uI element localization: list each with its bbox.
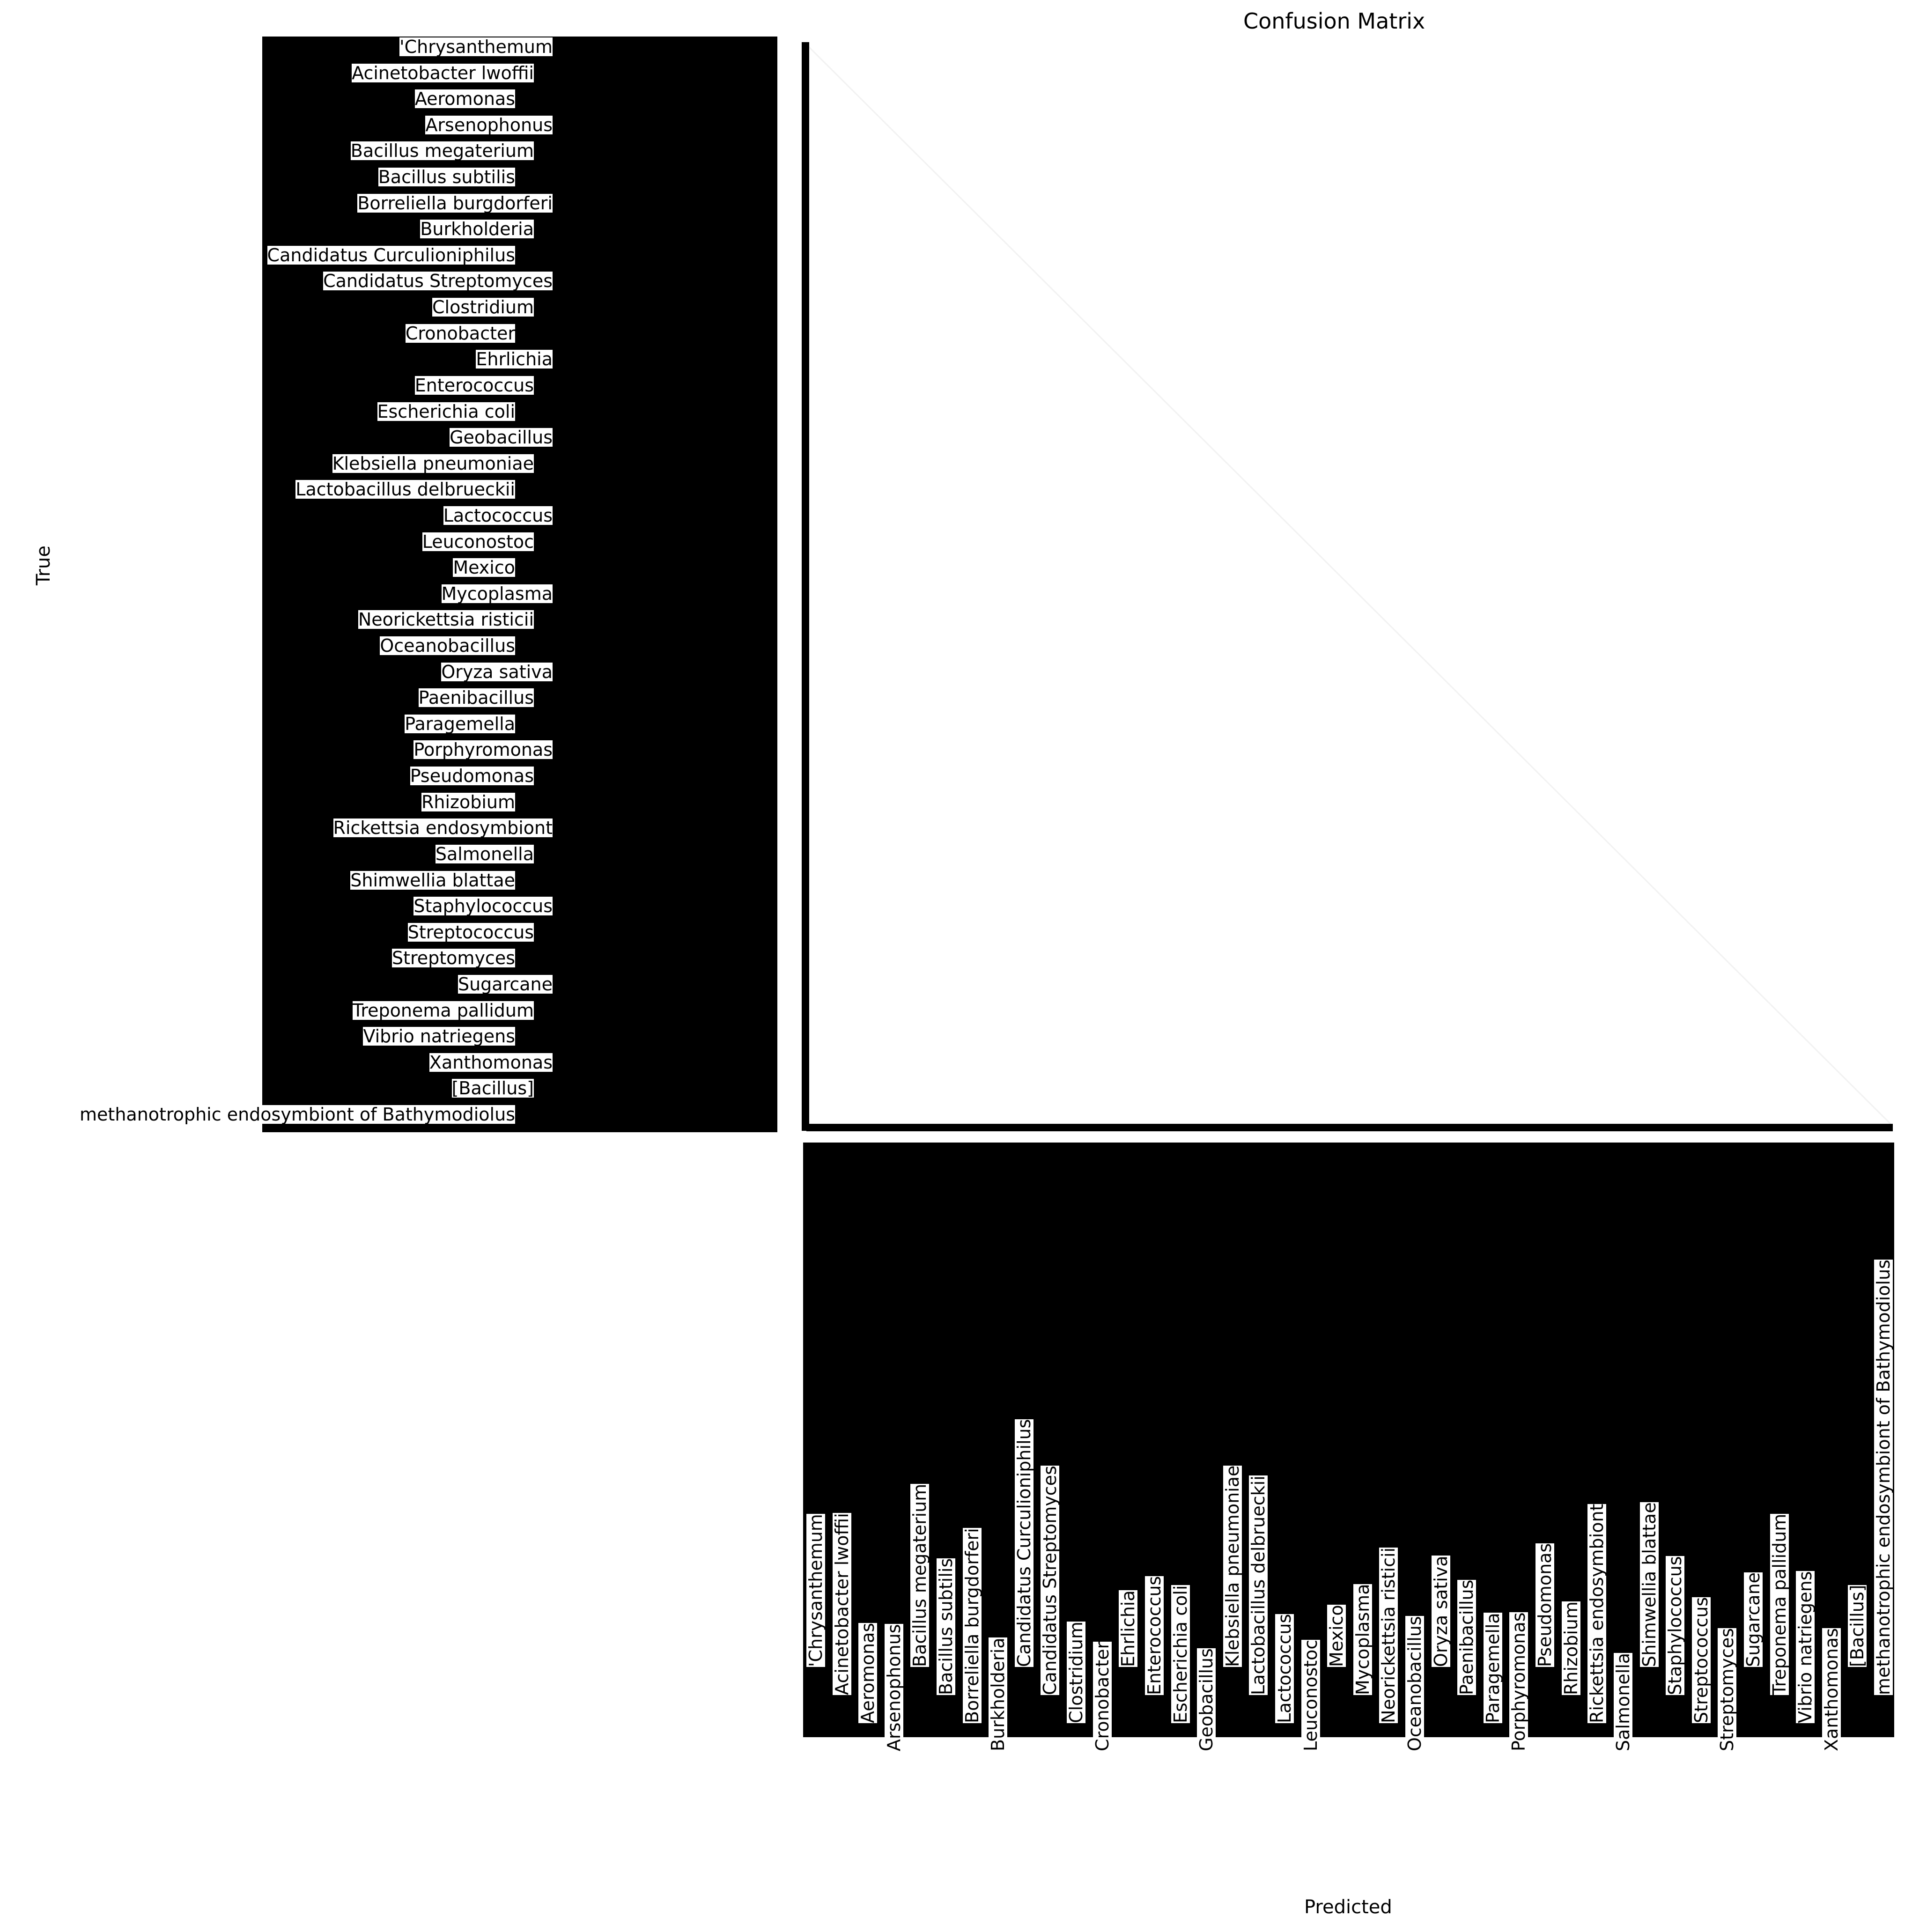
y-tick-label: Shimwellia blattae bbox=[350, 870, 515, 891]
x-tick-label: Cronobacter bbox=[1092, 1641, 1113, 1751]
x-tick-label: Sugarcane bbox=[1742, 1572, 1764, 1667]
x-tick-label: Mexico bbox=[1326, 1605, 1347, 1667]
y-tick-label: Streptomyces bbox=[391, 948, 515, 969]
y-tick-label: Acinetobacter lwoffii bbox=[352, 62, 534, 83]
x-tick-label: Leuconostoc bbox=[1300, 1639, 1321, 1751]
y-tick-label: Paenibacillus bbox=[418, 687, 534, 708]
y-tick-label: Klebsiella pneumoniae bbox=[332, 453, 534, 474]
x-tick-label: methanotrophic endosymbiont of Bathymodi… bbox=[1873, 1260, 1894, 1695]
y-tick-label: Leuconostoc bbox=[422, 531, 534, 552]
y-tick-label: Escherichia coli bbox=[377, 401, 515, 422]
y-tick-label: Neorickettsia risticii bbox=[358, 609, 534, 630]
x-tick-label: Rhizobium bbox=[1560, 1601, 1581, 1695]
x-tick-label: [Bacillus] bbox=[1847, 1585, 1868, 1667]
y-tick-label: Bacillus megaterium bbox=[350, 140, 534, 162]
x-tick-label: Ehrlichia bbox=[1118, 1590, 1139, 1667]
x-tick-label: Geobacillus bbox=[1196, 1648, 1217, 1751]
x-tick-label: 'Chrysanthemum bbox=[805, 1514, 826, 1667]
x-tick-label: Arsenophonus bbox=[883, 1624, 904, 1751]
y-tick-label: Staphylococcus bbox=[413, 896, 553, 917]
y-tick-label: Vibrio natriegens bbox=[363, 1026, 515, 1047]
y-tick-label: Aeromonas bbox=[414, 88, 515, 110]
y-tick-label: Lactobacillus delbrueckii bbox=[295, 479, 515, 500]
x-tick-label: Oryza sativa bbox=[1430, 1556, 1451, 1667]
y-tick-label: Oryza sativa bbox=[441, 661, 553, 682]
y-tick-label: Salmonella bbox=[435, 843, 534, 864]
x-tick-label: Porphyromonas bbox=[1508, 1612, 1529, 1751]
y-tick-label: Streptococcus bbox=[407, 922, 534, 943]
y-tick-label: Clostridium bbox=[432, 297, 534, 318]
x-tick-label: Oceanobacillus bbox=[1404, 1616, 1425, 1751]
x-axis-ticks-edge bbox=[806, 1124, 1893, 1131]
y-tick-label: Arsenophonus bbox=[425, 114, 553, 135]
x-tick-label: Streptococcus bbox=[1691, 1597, 1712, 1723]
x-tick-label: Neorickettsia risticii bbox=[1378, 1547, 1399, 1723]
y-axis-label: True bbox=[33, 546, 54, 585]
x-tick-label: Rickettsia endosymbiont bbox=[1587, 1504, 1608, 1723]
y-tick-label: methanotrophic endosymbiont of Bathymodi… bbox=[80, 1104, 515, 1125]
x-tick-label: Staphylococcus bbox=[1665, 1556, 1686, 1695]
x-tick-label: Aeromonas bbox=[857, 1622, 878, 1723]
y-tick-label: Cronobacter bbox=[405, 323, 515, 344]
x-tick-label: Candidatus Streptomyces bbox=[1040, 1466, 1061, 1695]
x-tick-label: Lactobacillus delbrueckii bbox=[1248, 1475, 1269, 1695]
x-tick-label: Clostridium bbox=[1066, 1622, 1087, 1723]
x-tick-label: Lactococcus bbox=[1274, 1614, 1295, 1723]
y-tick-label: Borreliella burgdorferi bbox=[357, 192, 553, 214]
x-tick-label: Paenibacillus bbox=[1456, 1579, 1477, 1695]
x-tick-label: Vibrio natriegens bbox=[1795, 1571, 1816, 1723]
y-tick-label: Lactococcus bbox=[443, 505, 553, 526]
y-tick-label: Geobacillus bbox=[450, 427, 553, 448]
x-tick-label: Escherichia coli bbox=[1170, 1585, 1191, 1723]
y-tick-label: Porphyromonas bbox=[413, 739, 553, 760]
x-tick-label: Pseudomonas bbox=[1535, 1543, 1556, 1667]
y-tick-label: Ehrlichia bbox=[476, 349, 553, 370]
x-tick-label: Klebsiella pneumoniae bbox=[1222, 1465, 1243, 1667]
y-tick-label: Xanthomonas bbox=[429, 1052, 553, 1073]
y-tick-label: Paragemella bbox=[405, 713, 515, 734]
y-tick-label: Rickettsia endosymbiont bbox=[333, 818, 553, 839]
x-tick-label: Acinetobacter lwoffii bbox=[831, 1513, 852, 1695]
y-tick-label: Candidatus Curculioniphilus bbox=[267, 244, 515, 265]
x-tick-label: Salmonella bbox=[1612, 1652, 1633, 1751]
x-tick-label: Bacillus subtilis bbox=[936, 1558, 957, 1695]
x-tick-label: Streptomyces bbox=[1717, 1628, 1738, 1751]
y-tick-label: Pseudomonas bbox=[410, 766, 534, 787]
x-tick-label: Borreliella burgdorferi bbox=[961, 1528, 982, 1723]
chart-title: Confusion Matrix bbox=[1243, 8, 1425, 34]
x-tick-label: Shimwellia blattae bbox=[1639, 1502, 1660, 1667]
x-tick-label: Treponema pallidum bbox=[1769, 1513, 1790, 1695]
y-tick-label: 'Chrysanthemum bbox=[399, 37, 553, 57]
x-axis-label: Predicted bbox=[1304, 1896, 1392, 1918]
y-tick-label: Enterococcus bbox=[414, 375, 534, 396]
y-tick-label: Candidatus Streptomyces bbox=[323, 271, 553, 292]
x-tick-label: Paragemella bbox=[1482, 1613, 1503, 1723]
diagonal-cells bbox=[805, 44, 1894, 1127]
y-tick-label: Oceanobacillus bbox=[380, 635, 515, 656]
x-tick-label: Burkholderia bbox=[988, 1637, 1009, 1751]
y-tick-label: Bacillus subtilis bbox=[378, 167, 515, 188]
y-tick-label: Mexico bbox=[453, 557, 515, 578]
y-tick-label: Treponema pallidum bbox=[352, 1000, 534, 1021]
x-tick-label: Enterococcus bbox=[1144, 1576, 1165, 1695]
x-tick-labels-dense bbox=[803, 1143, 1894, 1737]
x-tick-label: Xanthomonas bbox=[1821, 1628, 1842, 1751]
y-tick-label: Mycoplasma bbox=[441, 583, 553, 604]
y-tick-label: Burkholderia bbox=[420, 219, 534, 240]
y-tick-label: Sugarcane bbox=[458, 973, 553, 995]
x-tick-label: Mycoplasma bbox=[1352, 1584, 1373, 1695]
y-axis-ticks-edge bbox=[802, 42, 809, 1131]
x-tick-label: Bacillus megaterium bbox=[909, 1483, 930, 1667]
y-tick-label: [Bacillus] bbox=[451, 1078, 534, 1099]
x-tick-label: Candidatus Curculioniphilus bbox=[1013, 1419, 1034, 1667]
y-tick-label: Rhizobium bbox=[421, 791, 515, 812]
